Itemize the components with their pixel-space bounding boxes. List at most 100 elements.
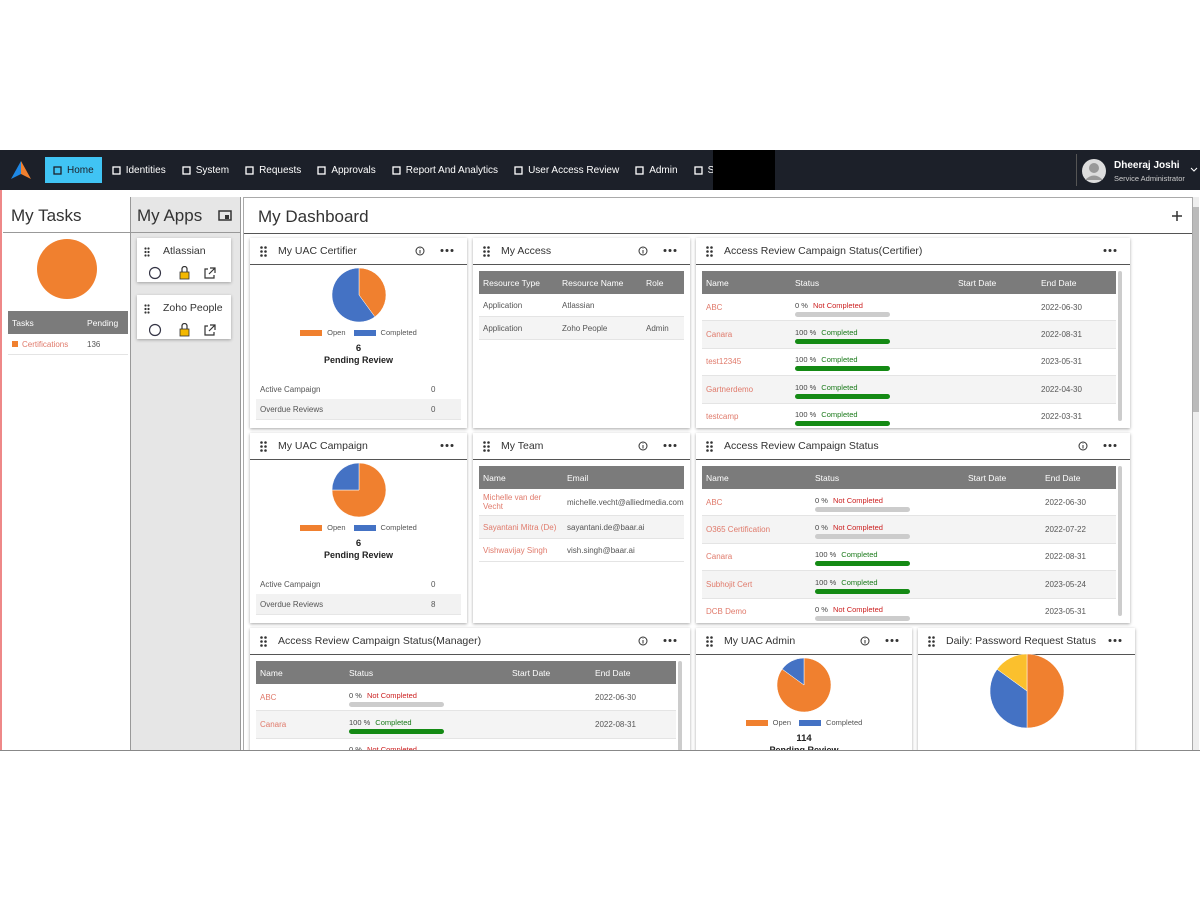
table-row: O365 Certification 0 % Not Completed 2022-0…	[702, 516, 1116, 544]
app-card[interactable]: Atlassian	[137, 238, 231, 282]
drag-handle[interactable]	[706, 246, 713, 257]
drag-handle[interactable]	[260, 441, 267, 452]
campaign-name[interactable]: O365 Certification	[706, 525, 771, 535]
menu[interactable]	[440, 248, 454, 253]
campaign-name[interactable]: testcamp	[706, 412, 739, 422]
campaign-name[interactable]: Canara	[706, 330, 733, 340]
nav-item[interactable]: Requests	[237, 157, 309, 183]
header-cell: Resource Type	[483, 277, 541, 288]
table-header: Resource Type Resource Name Role	[479, 271, 684, 294]
dot	[260, 246, 263, 249]
campaign-name[interactable]: DCB Demo	[706, 607, 747, 617]
app-actions[interactable]	[149, 266, 221, 280]
table-row: Canara 100 % Completed 2022-08-31	[256, 711, 676, 739]
icon-shape	[179, 328, 190, 337]
scrollbar[interactable]	[678, 661, 682, 750]
menu[interactable]	[1103, 443, 1117, 448]
nav-item[interactable]: Home	[45, 157, 102, 183]
campaign-name[interactable]: Canara	[260, 720, 287, 730]
nav-label: Home	[67, 164, 94, 176]
widget-title: My UAC Campaign	[278, 440, 368, 452]
campaign-name[interactable]: Gartnerdemo	[706, 384, 754, 394]
status-cell: 0 % Not Completed	[349, 688, 512, 707]
campaign-name[interactable]: ABC	[706, 497, 723, 507]
avatar[interactable]	[1081, 158, 1107, 184]
dot	[1113, 444, 1117, 447]
add-widget[interactable]	[1171, 210, 1183, 222]
nav-item[interactable]: User Access Review	[506, 157, 627, 183]
pending-label: Pending Review	[323, 355, 394, 365]
campaign-name[interactable]: ABC	[260, 692, 277, 702]
campaign-name[interactable]: Subhojit Cert	[706, 579, 753, 589]
app-card[interactable]: Zoho People	[137, 295, 231, 339]
task-name[interactable]: Certifications	[22, 339, 69, 349]
menu[interactable]	[885, 638, 899, 643]
dot	[487, 254, 490, 257]
info-icon[interactable]	[1078, 441, 1088, 451]
chevron[interactable]	[1190, 167, 1198, 173]
icon-shape	[181, 266, 188, 272]
app: Home Identities System Requests Approvals Rep…	[0, 150, 1200, 751]
nav-item[interactable]: Approvals	[309, 157, 383, 183]
table-row: ABC 0 % Not Completed 2022-06-30	[702, 294, 1116, 322]
widget-header: My Access	[473, 238, 690, 265]
drag-handle[interactable]	[706, 636, 713, 647]
campaign-name[interactable]: ABC	[706, 302, 723, 312]
widget-header: My Team	[473, 433, 690, 460]
menu[interactable]	[1108, 638, 1122, 643]
scrollbar[interactable]	[1193, 197, 1199, 750]
menu[interactable]	[440, 443, 454, 448]
table: Name Status Start Date End Date ABC 0 % Not Co…	[256, 661, 676, 750]
drag-handle[interactable]	[706, 441, 713, 452]
info-icon[interactable]	[638, 441, 648, 451]
dot	[264, 250, 267, 253]
scrollbar[interactable]	[1118, 271, 1122, 421]
table-row: Sayantani Mitra (De) sayantani.de@baar.ai	[479, 516, 684, 539]
dot	[706, 449, 709, 452]
legend-label: Completed	[380, 328, 417, 337]
header-cell: Status	[795, 277, 820, 288]
info-icon[interactable]	[415, 246, 425, 256]
nav-item[interactable]: Identities	[104, 157, 174, 183]
progress-label: 100 %	[795, 355, 817, 365]
progress-label: 100 %	[815, 550, 837, 560]
info-icon[interactable]	[638, 636, 648, 646]
status-cell: 100 % Completed	[815, 575, 968, 594]
menu[interactable]	[663, 443, 677, 448]
apps-icon[interactable]	[218, 210, 232, 222]
scrollbar[interactable]	[1118, 466, 1122, 616]
nav-icon	[317, 165, 326, 175]
user-name[interactable]: Dheeraj Joshi	[1114, 160, 1180, 171]
campaign-name[interactable]: Canara	[706, 552, 733, 562]
drag-handle[interactable]	[260, 636, 267, 647]
stat-label: Active Campaign	[260, 384, 321, 394]
menu[interactable]	[1103, 248, 1117, 253]
progress-label: 100 %	[795, 382, 817, 392]
header-cell: Status	[815, 472, 840, 483]
drag-handle[interactable]	[260, 246, 267, 257]
nav-label: Identities	[125, 164, 166, 176]
dot	[706, 250, 709, 253]
dot	[483, 449, 486, 452]
icon-shape	[1078, 441, 1088, 451]
menu[interactable]	[663, 638, 677, 643]
drag-handle[interactable]	[483, 441, 490, 452]
drag-handle[interactable]	[483, 246, 490, 257]
drag-handle[interactable]	[928, 636, 935, 647]
menu[interactable]	[663, 248, 677, 253]
info-icon[interactable]	[860, 636, 870, 646]
nav-label: Report And Analytics	[405, 164, 499, 176]
progress-track	[815, 561, 910, 567]
nav-item[interactable]: Admin	[627, 157, 685, 183]
progress-track	[795, 339, 890, 345]
dot	[1108, 444, 1112, 447]
nav-item[interactable]: Report And Analytics	[384, 157, 506, 183]
campaign-name[interactable]: test12345	[706, 357, 742, 367]
nav-item[interactable]: System	[174, 157, 237, 183]
stat-row: Active Campaign 0	[256, 379, 461, 400]
nav-icon	[182, 165, 191, 175]
info-icon[interactable]	[638, 246, 648, 256]
app-actions[interactable]	[149, 323, 221, 337]
dot	[706, 640, 709, 643]
widget-title: My Access	[501, 245, 552, 257]
